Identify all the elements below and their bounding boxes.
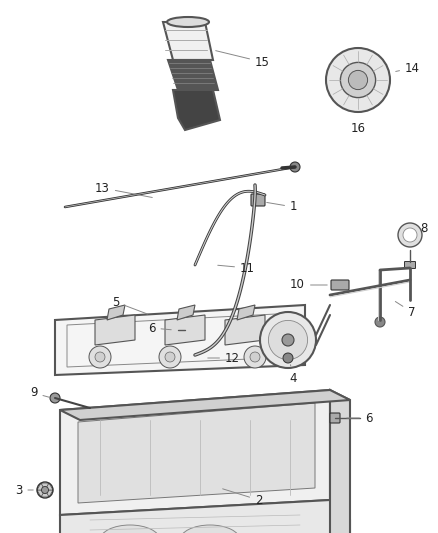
FancyBboxPatch shape <box>405 262 416 269</box>
Circle shape <box>250 352 260 362</box>
Ellipse shape <box>180 525 240 533</box>
Circle shape <box>185 348 203 366</box>
Polygon shape <box>45 483 53 490</box>
Circle shape <box>190 352 198 361</box>
Polygon shape <box>37 490 45 497</box>
Polygon shape <box>60 390 330 515</box>
Circle shape <box>50 393 60 403</box>
Text: 9: 9 <box>30 386 49 400</box>
Text: 2: 2 <box>223 489 262 506</box>
Circle shape <box>340 62 376 98</box>
Circle shape <box>159 346 181 368</box>
Circle shape <box>95 352 105 362</box>
Text: 5: 5 <box>112 295 148 314</box>
Circle shape <box>290 162 300 172</box>
Text: 7: 7 <box>396 302 416 319</box>
Polygon shape <box>225 315 265 345</box>
Circle shape <box>403 228 417 242</box>
Polygon shape <box>60 500 350 533</box>
Polygon shape <box>237 305 255 320</box>
Polygon shape <box>330 390 350 533</box>
Text: 12: 12 <box>208 351 240 365</box>
Circle shape <box>244 346 266 368</box>
FancyBboxPatch shape <box>251 194 265 206</box>
Text: 3: 3 <box>15 483 33 497</box>
Circle shape <box>348 70 367 90</box>
Text: 15: 15 <box>215 51 270 69</box>
Text: 11: 11 <box>218 262 255 274</box>
Polygon shape <box>163 22 213 60</box>
Circle shape <box>172 324 184 336</box>
Text: 4: 4 <box>289 365 297 384</box>
Polygon shape <box>78 403 315 503</box>
Text: 6: 6 <box>148 321 171 335</box>
Text: 16: 16 <box>350 122 365 135</box>
Text: 6: 6 <box>347 411 372 424</box>
Polygon shape <box>95 315 135 345</box>
Circle shape <box>268 320 307 360</box>
Circle shape <box>398 223 422 247</box>
Circle shape <box>260 312 316 368</box>
Circle shape <box>42 487 49 494</box>
FancyBboxPatch shape <box>331 280 349 290</box>
FancyBboxPatch shape <box>330 413 340 423</box>
Circle shape <box>375 317 385 327</box>
Polygon shape <box>37 483 45 490</box>
Polygon shape <box>107 305 125 320</box>
Ellipse shape <box>167 17 209 27</box>
Polygon shape <box>45 490 53 497</box>
Polygon shape <box>41 490 49 497</box>
Polygon shape <box>173 90 220 130</box>
Polygon shape <box>55 305 305 375</box>
Circle shape <box>326 48 390 112</box>
Circle shape <box>89 346 111 368</box>
Ellipse shape <box>100 525 160 533</box>
Polygon shape <box>168 60 218 90</box>
Polygon shape <box>60 390 350 420</box>
Polygon shape <box>177 305 195 320</box>
Text: 1: 1 <box>267 200 297 214</box>
Circle shape <box>283 353 293 363</box>
Polygon shape <box>41 483 49 490</box>
Text: 13: 13 <box>95 182 152 198</box>
Circle shape <box>282 334 294 346</box>
Circle shape <box>165 352 175 362</box>
Text: 14: 14 <box>396 61 420 75</box>
Polygon shape <box>165 315 205 345</box>
Text: 10: 10 <box>290 279 327 292</box>
Text: 8: 8 <box>420 222 427 235</box>
